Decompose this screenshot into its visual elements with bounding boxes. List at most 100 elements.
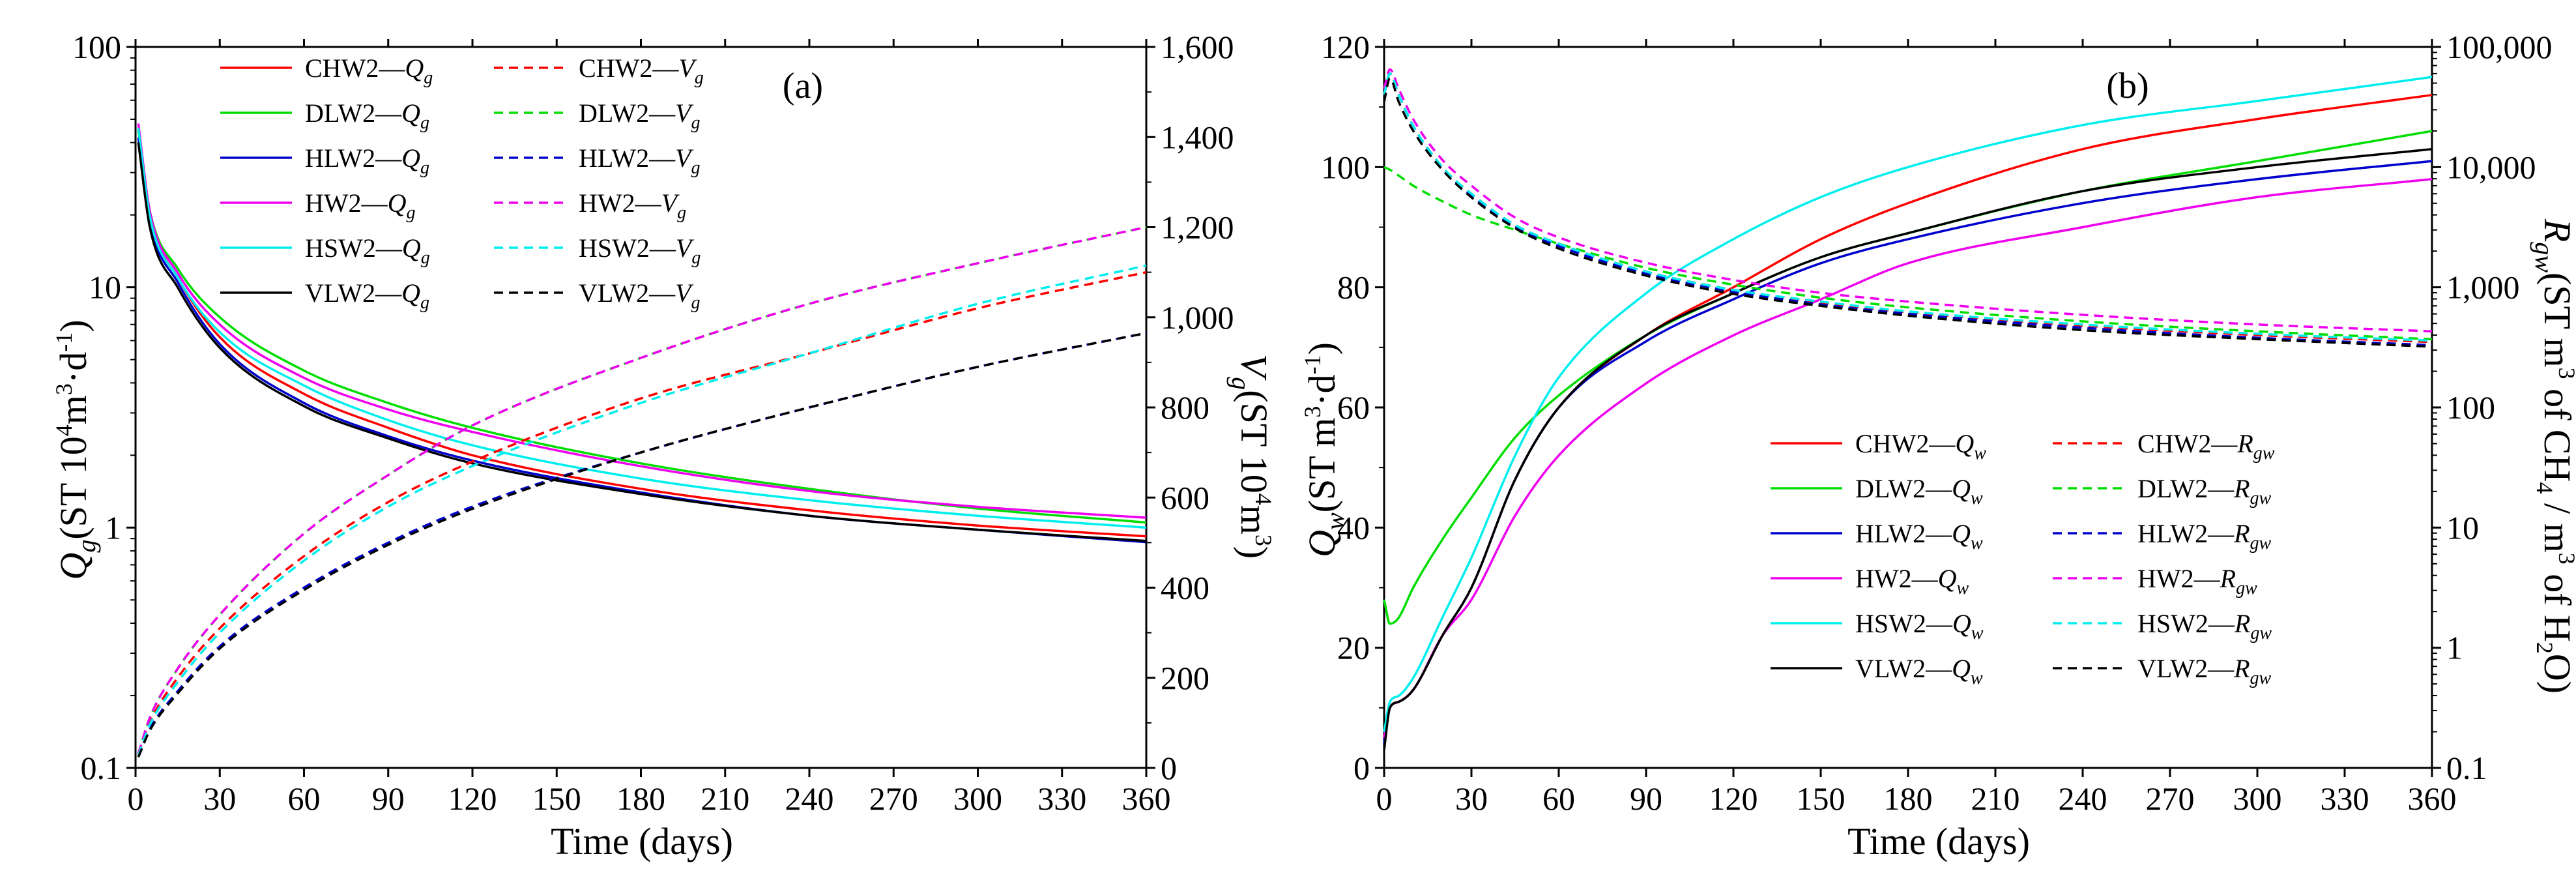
legend-label-vlw2-qg: VLW2—Qg <box>305 278 429 313</box>
panel-b-x-axis-title: Time (days) <box>1847 820 2030 862</box>
panel-b-left-y-tick-label: 20 <box>1337 630 1370 666</box>
panel-a-x-tick-label: 30 <box>203 780 236 817</box>
legend-label-dlw2-qw: DLW2—Qw <box>1855 474 1983 508</box>
panel-a-x-tick-label: 0 <box>128 780 144 817</box>
panel-b-x-tick-label: 270 <box>2146 780 2195 817</box>
panel-a-x-tick-label: 300 <box>953 780 1002 817</box>
panel-a-left-y-tick-label: 0.1 <box>81 750 122 786</box>
panel-b-x-tick-label: 210 <box>1971 780 2020 817</box>
legend-label-hlw2-qg: HLW2—Qg <box>305 143 429 178</box>
panel-a-left-y-tick-label: 100 <box>72 29 121 65</box>
chart-dynamic-layer: 0 30 60 90 120 150 180 210 240 270 300 330 3600.1110… <box>72 29 2553 817</box>
legend-label-dlw2-vg: DLW2—Vg <box>579 98 701 133</box>
legend-label-hsw2-qg: HSW2—Qg <box>305 233 430 268</box>
panel-b-left-y-tick-label: 0 <box>1353 750 1370 786</box>
legend-label-dlw2-qg: DLW2—Qg <box>305 98 429 133</box>
legend-label-hsw2-vg: HSW2—Vg <box>579 233 701 268</box>
panel-b-right-y-axis-title: Rgw(ST m3 of CH4 / m3 of H2O) <box>2530 218 2576 694</box>
panel-b-right-y-tick-label: 1 <box>2446 630 2463 666</box>
legend-label-hlw2-qw: HLW2—Qw <box>1855 519 1983 553</box>
panel-a-right-y-tick-label: 0 <box>1161 750 1177 786</box>
series-dlw2-rgw <box>1383 166 2433 341</box>
panel-a-x-tick-label: 90 <box>372 780 405 817</box>
panel-b-left-y-tick-label: 80 <box>1337 269 1370 306</box>
legend-label-chw2-rgw: CHW2—Rgw <box>2137 429 2275 463</box>
panel-a-x-tick-label: 240 <box>785 780 834 817</box>
panel-a-x-tick-label: 150 <box>532 780 581 817</box>
legend-label-hw2-vg: HW2—Vg <box>579 188 686 223</box>
legend-label-hw2-qg: HW2—Qg <box>305 188 416 223</box>
series-vlw2-rgw <box>1383 77 2433 348</box>
legend-label-hlw2-vg: HLW2—Vg <box>579 143 701 178</box>
series-hw2-vg <box>137 226 1147 754</box>
panel-b-x-tick-label: 360 <box>2408 780 2457 817</box>
panel-b: (b) Time (days) Qw(ST m3·d-1) Rgw(ST m3 … <box>1299 66 2576 862</box>
series-hw2-rgw <box>1383 68 2433 332</box>
panel-b-x-tick-label: 330 <box>2321 780 2369 817</box>
panel-a-right-y-tick-label: 1,600 <box>1161 29 1234 65</box>
series-chw2-qw <box>1383 93 2433 739</box>
series-hsw2-qg <box>137 128 1147 529</box>
panel-a-right-y-tick-label: 1,000 <box>1161 299 1234 336</box>
panel-a-right-y-tick-label: 1,200 <box>1161 209 1234 246</box>
legend-label-hlw2-rgw: HLW2—Rgw <box>2137 519 2272 553</box>
panel-b-right-y-tick-label: 0.1 <box>2446 750 2487 786</box>
panel-b-right-y-tick-label: 100,000 <box>2446 29 2553 65</box>
series-hlw2-vg <box>137 332 1147 757</box>
panel-a-left-y-tick-label: 10 <box>89 269 121 306</box>
panel-b-right-y-tick-label: 10,000 <box>2446 149 2536 185</box>
panel-a-right-y-tick-label: 400 <box>1161 570 1209 606</box>
series-chw2-vg <box>137 271 1147 755</box>
legend-label-hw2-qw: HW2—Qw <box>1855 564 1969 598</box>
panel-a-right-y-tick-label: 1,400 <box>1161 119 1234 155</box>
legend-label-chw2-vg: CHW2—Vg <box>579 53 704 88</box>
panel-b-x-tick-label: 120 <box>1709 780 1758 817</box>
panel-b-x-tick-label: 90 <box>1630 780 1662 817</box>
legend-label-chw2-qg: CHW2—Qg <box>305 53 433 88</box>
legend-label-hsw2-rgw: HSW2—Rgw <box>2137 609 2272 643</box>
series-hsw2-rgw <box>1383 72 2433 342</box>
series-hsw2-vg <box>137 264 1147 756</box>
panel-a-label: (a) <box>783 66 823 106</box>
series-vlw2-qw <box>1383 147 2433 750</box>
legend-label-hw2-rgw: HW2—Rgw <box>2137 564 2257 598</box>
series-hlw2-rgw <box>1383 72 2433 347</box>
series-vlw2-qg <box>137 142 1147 542</box>
legend-label-vlw2-qw: VLW2—Qw <box>1855 654 1983 688</box>
panel-b-x-tick-label: 240 <box>2059 780 2107 817</box>
panel-b-right-y-tick-label: 100 <box>2446 389 2495 426</box>
series-dlw2-qw <box>1383 130 2433 625</box>
panel-a-x-axis-title: Time (days) <box>551 820 733 862</box>
panel-a-x-tick-label: 180 <box>616 780 665 817</box>
panel-a-right-y-tick-label: 200 <box>1161 660 1209 696</box>
panel-b-left-y-tick-label: 100 <box>1321 149 1370 185</box>
legend-label-chw2-qw: CHW2—Qw <box>1855 429 1986 463</box>
panel-b-x-tick-label: 180 <box>1884 780 1933 817</box>
panel-b-right-y-tick-label: 1,000 <box>2446 269 2520 306</box>
panel-a-right-y-tick-label: 800 <box>1161 389 1209 426</box>
panel-b-left-y-tick-label: 40 <box>1337 509 1370 546</box>
series-hsw2-qw <box>1383 76 2433 733</box>
panel-b-left-y-tick-label: 60 <box>1337 389 1370 426</box>
panel-a-x-tick-label: 120 <box>448 780 497 817</box>
panel-b-x-tick-label: 150 <box>1797 780 1845 817</box>
panel-a-right-y-axis-title: Vg(ST 104m3) <box>1226 354 1277 559</box>
series-hw2-qg <box>137 123 1147 519</box>
panel-a-left-y-tick-label: 1 <box>105 509 121 546</box>
panel-b-x-tick-label: 0 <box>1376 780 1393 817</box>
panel-a-x-tick-label: 210 <box>701 780 749 817</box>
series-vlw2-vg <box>137 332 1147 758</box>
panel-a-left-y-axis-title: Qg(ST 104m3·d-1) <box>51 319 101 580</box>
panel-a-x-tick-label: 60 <box>288 780 321 817</box>
panel-a-x-tick-label: 330 <box>1037 780 1086 817</box>
panel-b-x-tick-label: 30 <box>1455 780 1488 817</box>
panel-a-x-tick-label: 360 <box>1122 780 1171 817</box>
panel-b-x-tick-label: 60 <box>1542 780 1575 817</box>
panel-b-label: (b) <box>2106 66 2149 106</box>
panel-b-left-y-axis-title: Qw(ST m3·d-1) <box>1299 342 1350 557</box>
legend-label-vlw2-vg: VLW2—Vg <box>579 278 701 313</box>
legend-label-hsw2-qw: HSW2—Qw <box>1855 609 1984 643</box>
legend-label-vlw2-rgw: VLW2—Rgw <box>2137 654 2272 688</box>
